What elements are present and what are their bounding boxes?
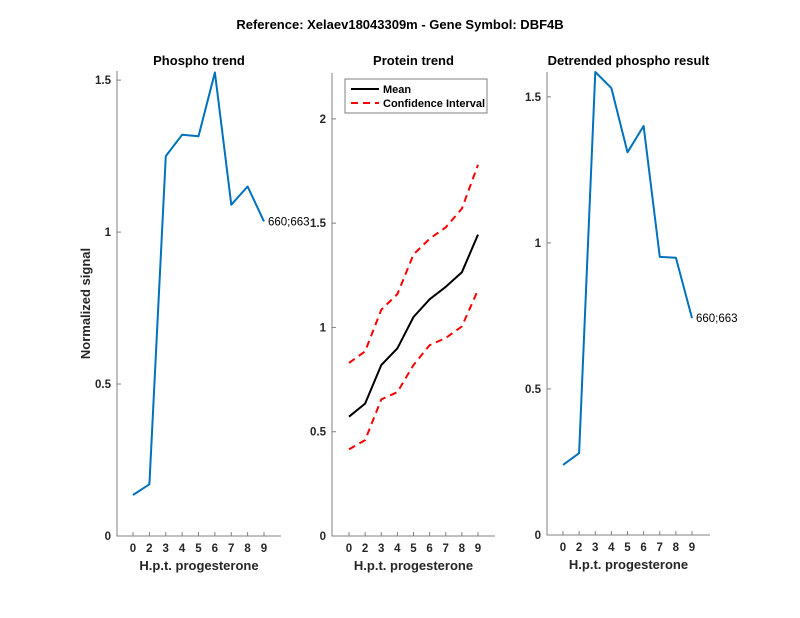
y-tick-label: 2 xyxy=(320,114,326,126)
series-line-660-663 xyxy=(132,71,265,496)
axes-frame xyxy=(546,72,710,536)
legend-entry-label: Confidence Interval xyxy=(383,98,485,110)
series-line-confidence-interval-lower- xyxy=(348,289,479,451)
x-tick-label: 4 xyxy=(179,543,186,555)
y-tick-label: 0.5 xyxy=(95,379,112,391)
x-tick-label: 2 xyxy=(146,543,152,555)
y-tick-label: 0.5 xyxy=(525,384,542,396)
y-axis-label: Normalized signal xyxy=(78,248,93,359)
x-tick-label: 9 xyxy=(261,543,267,555)
x-tick-label: 0 xyxy=(560,542,566,554)
x-tick-label: 8 xyxy=(244,543,251,555)
series-annotation: 660;663 xyxy=(696,313,738,325)
x-tick-label: 6 xyxy=(426,543,432,555)
subplot-title: Detrended phospho result xyxy=(548,53,710,68)
x-axis-label: H.p.t. progesterone xyxy=(354,558,473,573)
legend-entry-label: Mean xyxy=(383,84,411,96)
x-tick-label: 6 xyxy=(212,543,218,555)
x-tick-label: 0 xyxy=(130,543,136,555)
x-tick-label: 3 xyxy=(163,543,169,555)
y-tick-label: 1.5 xyxy=(310,218,327,230)
x-tick-label: 0 xyxy=(346,543,352,555)
x-tick-label: 3 xyxy=(378,543,384,555)
series-line-confidence-interval xyxy=(348,164,479,364)
series-line-660-663 xyxy=(562,71,693,466)
x-tick-label: 3 xyxy=(592,542,598,554)
x-tick-label: 7 xyxy=(443,543,449,555)
x-tick-label: 9 xyxy=(475,543,481,555)
legend-box xyxy=(344,78,488,114)
y-tick-label: 0 xyxy=(320,531,326,543)
figure-suptitle: Reference: Xelaev18043309m - Gene Symbol… xyxy=(236,17,563,32)
x-axis-label: H.p.t. progesterone xyxy=(569,557,688,572)
series-line-mean xyxy=(348,234,479,418)
x-axis-label: H.p.t. progesterone xyxy=(139,558,258,573)
x-tick-label: 6 xyxy=(640,542,646,554)
axes-frame xyxy=(116,71,281,537)
x-tick-label: 2 xyxy=(362,543,368,555)
y-tick-label: 1 xyxy=(320,322,327,334)
subplot-title: Protein trend xyxy=(373,53,454,68)
series-annotation: 660;663 xyxy=(268,216,310,228)
x-tick-label: 4 xyxy=(608,542,615,554)
x-tick-label: 7 xyxy=(657,542,663,554)
y-tick-label: 0.5 xyxy=(310,427,327,439)
x-tick-label: 5 xyxy=(195,543,202,555)
y-tick-label: 1 xyxy=(535,238,542,250)
x-tick-label: 8 xyxy=(673,542,680,554)
x-tick-label: 8 xyxy=(459,543,466,555)
x-tick-label: 7 xyxy=(228,543,234,555)
y-tick-label: 1 xyxy=(105,227,112,239)
y-tick-label: 0 xyxy=(105,531,111,543)
x-tick-label: 5 xyxy=(624,542,631,554)
y-tick-label: 1.5 xyxy=(95,75,112,87)
x-tick-label: 4 xyxy=(394,543,401,555)
y-tick-label: 0 xyxy=(535,530,541,542)
x-tick-label: 2 xyxy=(576,542,582,554)
x-tick-label: 5 xyxy=(410,543,417,555)
y-tick-label: 1.5 xyxy=(525,92,542,104)
legend: Mean Confidence Interval xyxy=(344,78,488,114)
x-tick-label: 9 xyxy=(689,542,695,554)
subplot-title: Phospho trend xyxy=(153,53,245,68)
